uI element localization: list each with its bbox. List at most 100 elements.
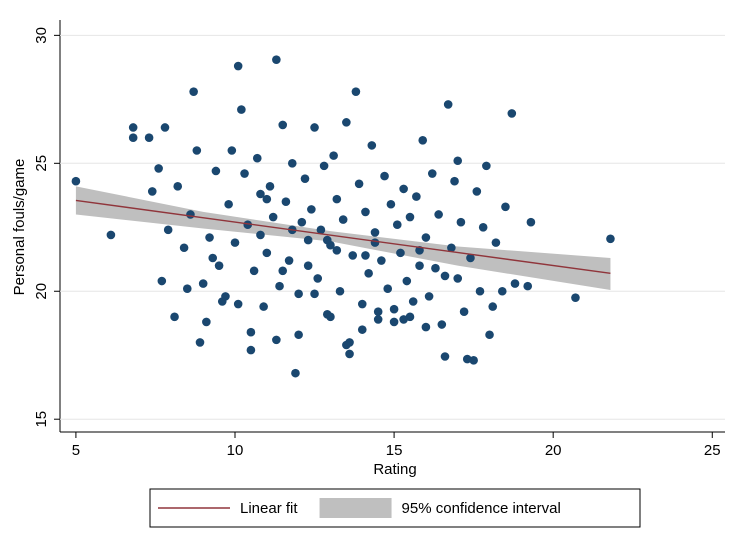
point: [332, 246, 342, 255]
point: [389, 304, 399, 314]
y-tick-label: 20: [33, 283, 50, 300]
point: [198, 279, 208, 288]
point: [227, 146, 237, 155]
point: [497, 286, 507, 296]
point: [383, 284, 393, 293]
point: [106, 230, 116, 240]
point: [316, 225, 326, 235]
point: [272, 335, 281, 345]
point: [310, 289, 319, 299]
point: [434, 210, 443, 219]
point: [281, 197, 291, 206]
point: [389, 317, 399, 327]
x-tick-label: 10: [227, 442, 244, 459]
point: [319, 161, 329, 171]
point: [501, 202, 510, 212]
x-tick-label: 20: [545, 442, 562, 459]
point: [265, 182, 275, 191]
point: [249, 266, 259, 276]
point: [272, 55, 281, 64]
point: [329, 151, 338, 160]
point: [147, 187, 157, 196]
point: [424, 292, 434, 301]
point: [256, 189, 265, 199]
point: [310, 123, 319, 132]
point: [160, 123, 170, 132]
point: [128, 133, 138, 143]
point: [246, 345, 256, 355]
point: [278, 120, 288, 130]
point: [186, 210, 195, 219]
point: [450, 176, 459, 186]
point: [453, 274, 463, 283]
point: [300, 174, 310, 183]
point: [469, 356, 478, 365]
point: [291, 368, 300, 378]
point: [427, 169, 437, 178]
point: [526, 217, 536, 227]
point: [421, 322, 431, 332]
point: [189, 87, 198, 96]
legend: [149, 488, 641, 528]
x-tick-label: 25: [704, 442, 721, 459]
x-tick-label: 5: [72, 442, 80, 459]
point: [262, 194, 272, 204]
point: [491, 238, 501, 247]
point: [462, 354, 472, 364]
point: [453, 156, 463, 166]
point: [396, 248, 405, 258]
point: [443, 100, 453, 109]
point: [262, 248, 272, 258]
point: [338, 215, 348, 224]
point: [163, 225, 173, 235]
point: [342, 118, 351, 127]
point: [361, 251, 370, 260]
point: [259, 302, 268, 311]
point: [268, 212, 278, 222]
point: [230, 238, 240, 247]
point: [345, 349, 354, 359]
x-axis-title: Rating: [373, 461, 416, 478]
point: [357, 325, 367, 334]
x-tick-label: 15: [386, 442, 403, 459]
point: [478, 222, 488, 232]
point: [275, 281, 284, 291]
point: [297, 217, 307, 227]
point: [386, 199, 396, 209]
point: [278, 266, 288, 276]
point: [370, 228, 380, 237]
point: [246, 327, 256, 337]
point: [377, 256, 386, 265]
point: [459, 307, 469, 317]
point: [154, 164, 163, 173]
point: [488, 302, 498, 311]
point: [252, 153, 262, 163]
point: [571, 293, 580, 302]
point: [399, 315, 408, 324]
legend-label: Linear fit: [240, 500, 298, 517]
point: [364, 269, 373, 278]
point: [475, 286, 485, 296]
point: [303, 235, 313, 245]
point: [303, 261, 313, 270]
point: [313, 274, 323, 283]
point: [182, 284, 192, 293]
point: [322, 235, 332, 245]
point: [373, 307, 383, 317]
point: [221, 292, 230, 301]
point: [195, 338, 205, 347]
point: [307, 205, 316, 214]
point: [294, 330, 303, 340]
point: [128, 123, 138, 132]
point: [335, 286, 345, 296]
point: [233, 299, 243, 309]
point: [157, 276, 167, 286]
point: [399, 184, 408, 194]
point: [405, 212, 415, 222]
point: [472, 187, 482, 196]
point: [179, 243, 189, 253]
point: [380, 171, 389, 181]
legend-swatch: [319, 498, 392, 518]
point: [431, 263, 440, 273]
point: [173, 182, 183, 191]
